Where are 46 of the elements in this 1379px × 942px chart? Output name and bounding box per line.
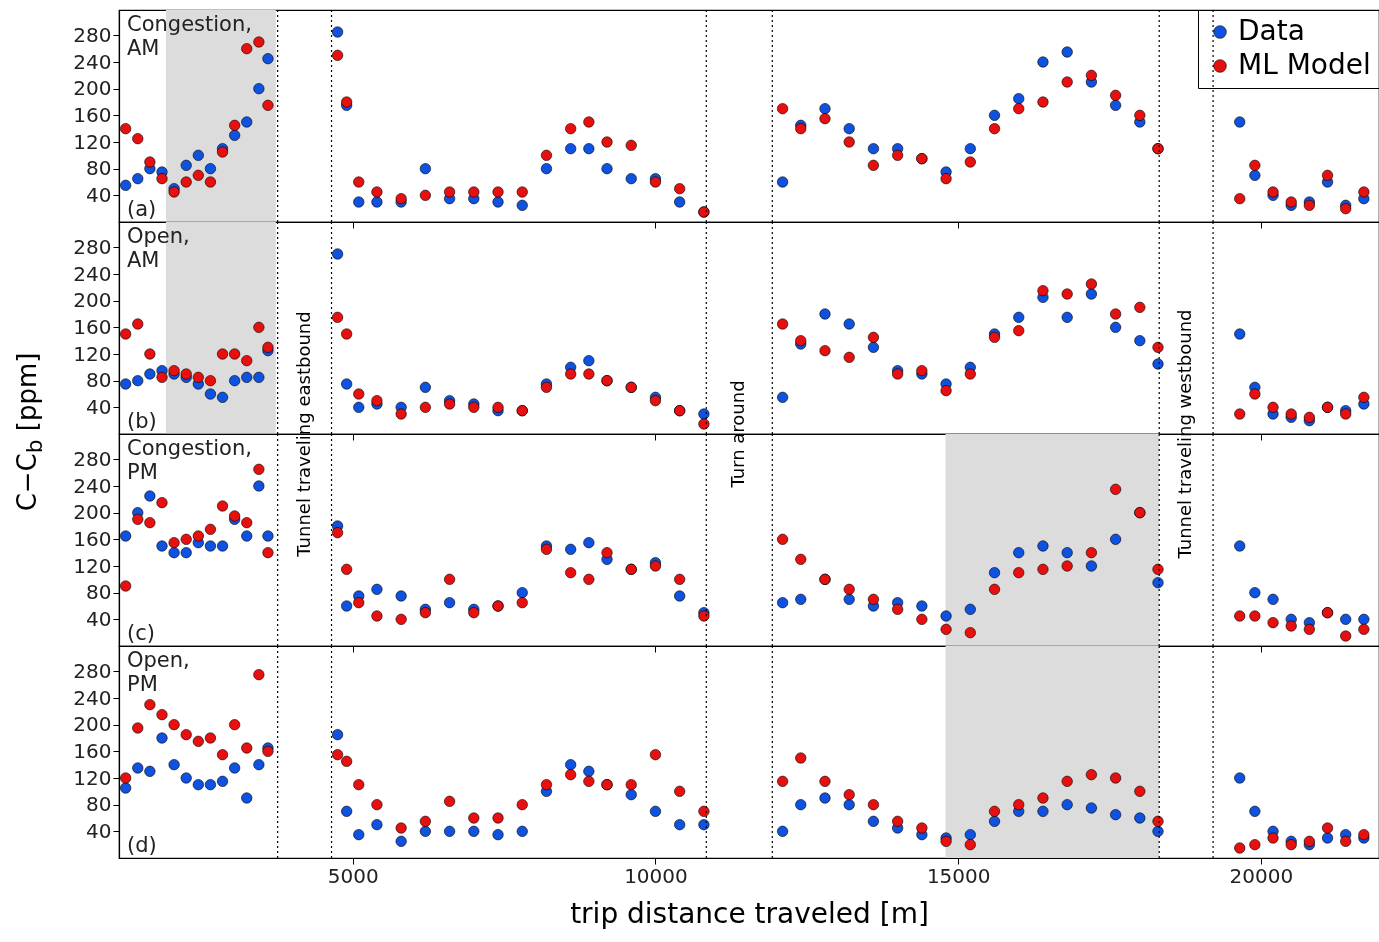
y-tick-label: 240 xyxy=(73,49,112,74)
y-tick-label: 160 xyxy=(73,526,112,551)
annotation: Open, AM xyxy=(127,224,190,272)
y-tick-label: 80 xyxy=(86,580,112,605)
y-tick-label: 80 xyxy=(86,368,112,393)
y-tick-label: 40 xyxy=(86,394,112,419)
legend-label: Data xyxy=(1238,14,1305,47)
y-tick-label: 280 xyxy=(73,22,112,47)
y-tick-label: 80 xyxy=(86,156,112,181)
y-tick-label: 280 xyxy=(73,446,112,471)
x-tick-label: 10000 xyxy=(624,863,688,888)
annotation: (b) xyxy=(127,409,157,433)
x-tick-label: 15000 xyxy=(926,863,991,888)
annotation: Congestion, PM xyxy=(127,436,252,484)
y-tick-label: 200 xyxy=(73,712,112,737)
annotation: Tunnel traveling eastbound xyxy=(292,311,314,558)
y-tick-label: 160 xyxy=(73,102,112,127)
y-tick-label: 240 xyxy=(73,473,112,498)
y-tick-label: 160 xyxy=(73,738,112,763)
y-tick-label: 200 xyxy=(73,76,112,101)
x-axis-title: trip distance traveled [m] xyxy=(570,896,929,930)
y-tick-label: 40 xyxy=(86,818,112,843)
y-tick-label: 280 xyxy=(73,658,112,683)
y-tick-label: 280 xyxy=(73,234,112,259)
y-tick-label: 240 xyxy=(73,261,112,286)
annotation: (d) xyxy=(127,833,157,857)
y-tick-label: 160 xyxy=(73,314,112,339)
y-tick-label: 120 xyxy=(73,341,112,366)
y-tick-label: 240 xyxy=(73,685,112,710)
annotation: Turn around xyxy=(727,380,749,489)
x-tick-label: 5000 xyxy=(327,863,379,888)
y-tick-label: 80 xyxy=(86,792,112,817)
y-tick-label: 200 xyxy=(73,500,112,525)
y-tick-label: 200 xyxy=(73,288,112,313)
y-tick-label: 40 xyxy=(86,182,112,207)
annotation: (c) xyxy=(127,621,155,645)
legend-label: ML Model xyxy=(1238,48,1371,81)
annotation: Congestion, AM xyxy=(127,12,252,60)
annotation: (a) xyxy=(127,197,157,221)
x-tick-label: 20000 xyxy=(1229,863,1294,888)
annotation: Open, PM xyxy=(127,648,190,696)
annotation: Tunnel traveling westbound xyxy=(1174,309,1196,560)
y-tick-label: 120 xyxy=(73,553,112,578)
y-tick-label: 40 xyxy=(86,606,112,631)
y-tick-label: 120 xyxy=(73,765,112,790)
y-tick-label: 120 xyxy=(73,129,112,154)
